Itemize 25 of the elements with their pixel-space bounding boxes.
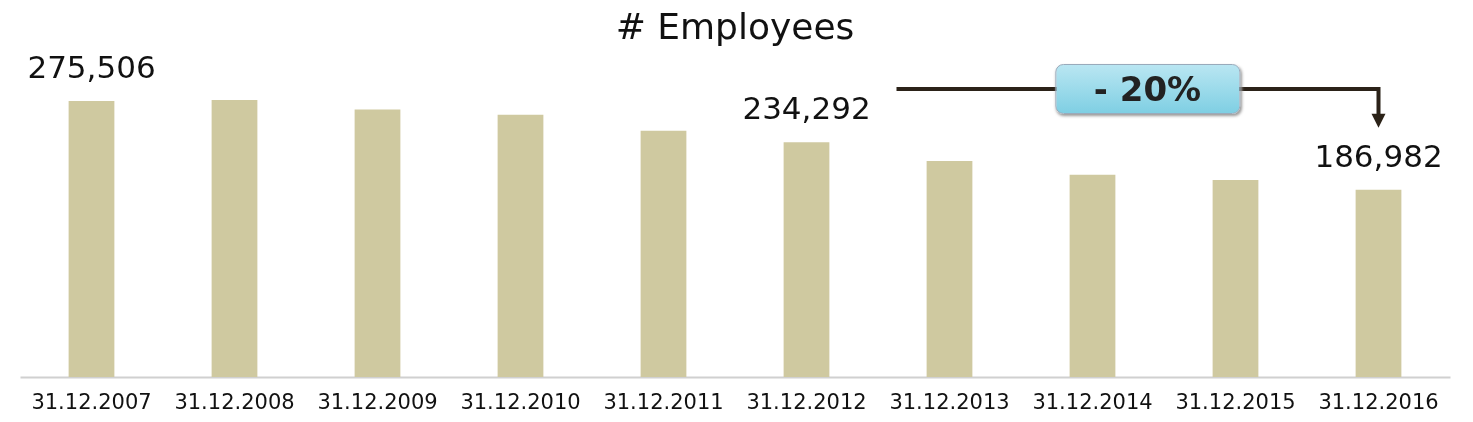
annotation: - 20%	[1054, 64, 1241, 115]
bar	[783, 142, 830, 377]
bar	[211, 100, 258, 377]
x-tick-label: 31.12.2007	[31, 389, 152, 414]
x-tick-label: 31.12.2011	[603, 389, 724, 414]
data-label: 234,292	[742, 90, 871, 127]
bar	[1355, 189, 1402, 377]
chart-title: # Employees	[615, 6, 855, 48]
bar	[497, 114, 544, 377]
bar	[640, 130, 687, 377]
x-tick-label: 31.12.2016	[1318, 389, 1439, 414]
x-tick-label: 31.12.2015	[1175, 389, 1296, 414]
bar	[1069, 174, 1116, 377]
x-tick-label: 31.12.2012	[746, 389, 867, 414]
bar	[926, 161, 973, 377]
bar	[354, 109, 401, 377]
x-tick-label: 31.12.2010	[460, 389, 581, 414]
data-label: 186,982	[1314, 137, 1443, 174]
bar	[68, 101, 115, 377]
x-tick-label: 31.12.2008	[174, 389, 295, 414]
x-tick-label: 31.12.2013	[889, 389, 1010, 414]
bar	[1212, 180, 1259, 377]
x-tick-label: 31.12.2009	[317, 389, 438, 414]
data-label: 275,506	[27, 49, 156, 86]
x-tick-label: 31.12.2014	[1032, 389, 1153, 414]
